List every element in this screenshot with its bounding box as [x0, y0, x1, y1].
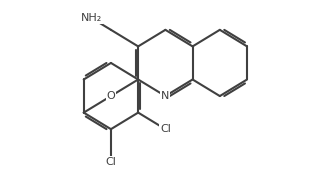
- Text: Cl: Cl: [106, 157, 116, 167]
- Text: N: N: [161, 91, 169, 101]
- Text: O: O: [107, 91, 115, 101]
- Text: Cl: Cl: [160, 124, 171, 134]
- Text: NH₂: NH₂: [81, 13, 103, 23]
